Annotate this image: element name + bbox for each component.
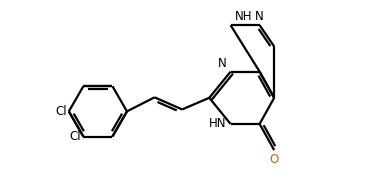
Text: O: O [270,153,279,166]
Text: N: N [255,10,264,23]
Text: HN: HN [209,117,227,130]
Text: Cl: Cl [55,105,67,118]
Text: NH: NH [234,10,252,23]
Text: Cl: Cl [70,130,82,143]
Text: N: N [218,57,227,70]
